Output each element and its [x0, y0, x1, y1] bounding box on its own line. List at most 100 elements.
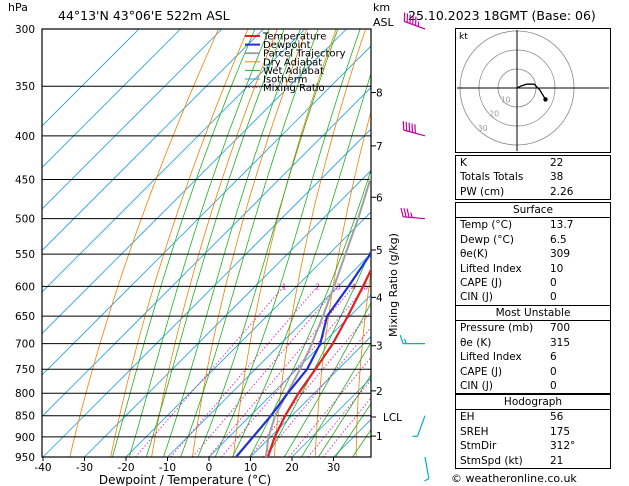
mixing-ratio-line	[192, 286, 339, 457]
temperature-tick-label: -20	[117, 462, 134, 474]
pressure-tick-label: 750	[15, 364, 35, 376]
surface-cape-row: CAPE (J) 0	[460, 276, 557, 289]
parcel-trajectory-line	[264, 173, 371, 457]
dry-adiabat-line	[233, 29, 337, 457]
most-unstable-title: Most Unstable	[495, 307, 571, 319]
height-tick-label: LCL	[383, 412, 402, 424]
isotherm-line	[42, 29, 140, 127]
height-tick-label: 3	[376, 341, 383, 353]
mixing-ratio-line	[221, 286, 367, 457]
asl-unit-label: ASL	[373, 16, 394, 29]
x-axis-title: Dewpoint / Temperature (°C)	[99, 473, 271, 486]
pressure-tick-label: 800	[15, 388, 35, 400]
mu-cape-row: CAPE (J) 0	[460, 365, 557, 378]
isotherm-line	[42, 29, 223, 210]
legend-label: Temperature	[262, 32, 326, 43]
legend-label: Mixing Ratio	[263, 83, 325, 94]
dry-adiabat-line	[110, 29, 249, 457]
dry-adiabat-line	[69, 29, 219, 457]
isotherm-line	[42, 128, 371, 457]
wet-adiabat-line	[335, 402, 371, 457]
wind-barb-half	[403, 338, 407, 344]
mu-lifted-index-row: Lifted Index 6	[460, 351, 557, 364]
legend-label: Dewpoint	[263, 40, 311, 51]
isotherm-line	[42, 45, 371, 376]
height-tick-label: 5	[376, 245, 383, 257]
isotherm-line	[42, 86, 371, 418]
pressure-tick-label: 400	[15, 131, 35, 143]
mixing-ratio-line	[170, 286, 318, 457]
temperature-tick-label: -40	[34, 462, 51, 474]
legend-label: Dry Adiabat	[263, 57, 322, 68]
legend-label: Parcel Trajectory	[263, 49, 346, 60]
isotherm-line	[42, 29, 306, 293]
temperature-tick-label: 20	[285, 462, 298, 474]
hodograph-trace	[516, 83, 547, 100]
temperature-profile-line	[266, 267, 371, 457]
temperature-tick-label: -10	[159, 462, 176, 474]
dry-adiabat-line	[273, 29, 366, 457]
surface-theta-row: θe(K) 309	[460, 248, 571, 261]
height-tick-label: 6	[376, 192, 383, 204]
pressure-tick-label: 500	[15, 214, 35, 226]
wet-adiabat-line	[301, 341, 371, 457]
legend-label: Wet Adiabat	[263, 66, 324, 77]
legend-label: Isotherm	[263, 75, 307, 86]
wind-barb-staff	[424, 456, 430, 479]
wet-adiabat-line	[145, 29, 285, 457]
mixing-ratio-label: 15	[425, 282, 435, 291]
hodograph-ring-label: 30	[478, 124, 488, 133]
wind-barb-staff	[404, 20, 426, 30]
isotherm-line	[84, 169, 371, 457]
hodograph-table: Hodograph EH 56 SREH 175 StmDir 312° StmSpd…	[455, 394, 611, 469]
pressure-tick-label: 700	[15, 339, 35, 351]
mu-theta-row: θe (K) 315	[460, 336, 571, 349]
isotherm-line	[42, 29, 181, 169]
dewpoint-profile-line	[235, 249, 371, 457]
wet-adiabat-line	[112, 29, 256, 457]
temperature-tick-label: 10	[244, 462, 257, 474]
wind-barb-half	[410, 212, 413, 218]
isotherm-line	[167, 252, 371, 457]
pressure-tick-label: 600	[15, 281, 35, 293]
temperature-tick-label: -30	[76, 462, 93, 474]
storm-motion-marker	[543, 97, 548, 102]
totals-totals-row: Totals Totals 38	[460, 171, 564, 184]
plot-frame	[41, 28, 372, 458]
height-tick-label: 1	[376, 431, 383, 443]
wet-adiabat-line	[318, 374, 371, 457]
wet-adiabat-line	[283, 301, 371, 457]
pressure-tick-label: 850	[15, 411, 35, 423]
wet-adiabat-line	[163, 29, 301, 457]
wind-barb-staff	[403, 129, 426, 137]
surface-lifted-index-row: Lifted Index 10	[460, 262, 564, 275]
mu-cin-row: CIN (J) 0	[460, 379, 557, 392]
surface-title: Surface	[512, 204, 553, 216]
surface-dewp-row: Dewp (°C) 6.5	[460, 233, 567, 246]
wet-adiabat-line	[180, 29, 319, 457]
wind-barb-flag	[406, 208, 410, 218]
wind-barb-staff	[403, 216, 426, 220]
hpa-unit-label: hPa	[8, 1, 28, 14]
station-location: 44°13'N 43°06'E 522m ASL	[58, 8, 230, 23]
wet-adiabat-line	[214, 29, 361, 457]
surface-table: Surface Temp (°C) 13.7 Dewp (°C) 6.5 θe(K)…	[455, 202, 611, 306]
isotherm-line	[291, 377, 371, 457]
wet-adiabat-line	[266, 248, 371, 457]
surface-cin-row: CIN (J) 0	[460, 291, 557, 304]
wet-adiabat-line	[232, 72, 371, 457]
wind-barb-half	[424, 478, 430, 482]
isotherm-line	[125, 211, 371, 457]
pressure-tick-label: 300	[15, 24, 35, 36]
k-index-row: K 22	[460, 157, 564, 169]
storm-direction-row: StmDir 312°	[460, 440, 576, 453]
wet-adiabat-line	[197, 29, 339, 457]
height-tick-label: 7	[376, 141, 383, 153]
dry-adiabat-line	[397, 29, 454, 457]
isotherm-line	[42, 29, 264, 252]
isotherm-line	[250, 335, 371, 457]
pressure-tick-label: 550	[15, 249, 35, 261]
wind-barb-staff	[416, 415, 426, 437]
